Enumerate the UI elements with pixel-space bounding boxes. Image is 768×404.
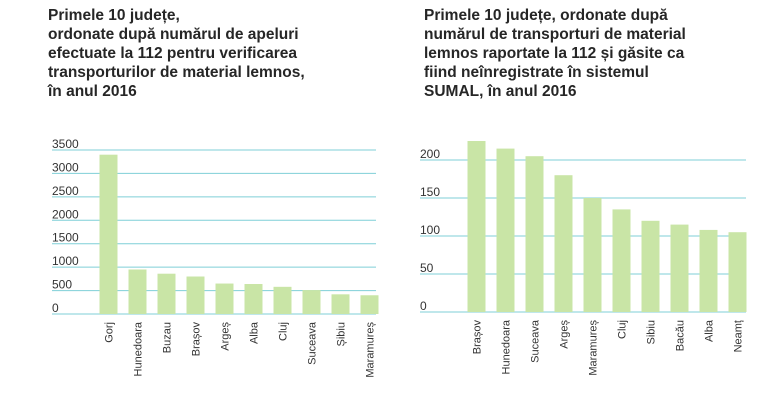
bar xyxy=(612,209,631,312)
chart-title: Primele 10 județe, ordonate după numărul… xyxy=(48,6,305,101)
category-label: Hunedoara xyxy=(133,321,145,376)
y-tick-label: 0 xyxy=(52,301,59,315)
y-tick-label: 1000 xyxy=(52,254,79,268)
category-label: Maramureș xyxy=(588,320,600,376)
chart-panel-right: Primele 10 județe, ordonate după numărul… xyxy=(384,0,768,404)
title-line: SUMAL, în anul 2016 xyxy=(424,83,577,100)
bar xyxy=(302,290,321,314)
title-line: fiind neînregistrate în sistemul xyxy=(424,64,649,81)
y-tick-label: 50 xyxy=(420,261,434,275)
category-label: Buzau xyxy=(162,322,174,353)
title-line: Primele 10 județe, xyxy=(48,7,180,24)
y-tick-label: 150 xyxy=(420,185,440,199)
category-label: Argeș xyxy=(559,320,571,349)
bar xyxy=(128,269,147,314)
category-label: Șibiu xyxy=(336,322,348,346)
bar xyxy=(641,220,660,312)
bar-chart: 0 500 1000 1500 2000 2500 3000 3500 Gorj Hunedoar… xyxy=(52,137,379,378)
title-line: lemnos raportate la 112 și găsite ca xyxy=(424,45,685,62)
y-tick-label: 2000 xyxy=(52,207,79,221)
category-label: Cluj xyxy=(278,322,290,341)
category-label: Alba xyxy=(249,321,261,344)
bar xyxy=(467,141,486,312)
category-label: Cluj xyxy=(617,320,629,339)
category-label: Suceava xyxy=(530,319,542,363)
bar xyxy=(728,232,747,312)
y-tick-label: 200 xyxy=(420,147,440,161)
title-line: transporturilor de material lemnos, xyxy=(48,64,305,81)
bar xyxy=(496,148,515,312)
category-label: Gorj xyxy=(104,322,116,343)
category-label: Argeș xyxy=(220,322,232,351)
title-line: Primele 10 județe, ordonate după xyxy=(424,7,668,24)
bar xyxy=(554,175,573,312)
title-line: efectuate la 112 pentru verificarea xyxy=(48,45,297,62)
bar xyxy=(215,283,234,314)
y-tick-label: 0 xyxy=(420,299,427,313)
chart-panel-left: Primele 10 județe, ordonate după numărul… xyxy=(48,6,379,378)
category-label: Hunedoara xyxy=(501,319,513,374)
category-label: Bacău xyxy=(675,320,687,351)
category-label: Brașov xyxy=(472,320,484,355)
bar xyxy=(699,229,718,312)
chart-title: Primele 10 județe, ordonate după numărul… xyxy=(424,6,686,101)
bar xyxy=(157,273,176,314)
category-label: Maramureș xyxy=(365,322,377,378)
category-label: Alba xyxy=(704,319,716,342)
y-tick-label: 100 xyxy=(420,223,440,237)
y-tick-label: 3000 xyxy=(52,160,79,174)
y-tick-label: 1500 xyxy=(52,231,79,245)
bar xyxy=(360,295,379,314)
title-line: numărul de transporturi de material xyxy=(424,26,686,43)
bar xyxy=(244,284,263,314)
category-label: Suceava xyxy=(307,321,319,365)
bar xyxy=(186,276,205,314)
bar xyxy=(525,156,544,312)
title-line: ordonate după numărul de apeluri xyxy=(48,26,299,43)
title-line: în anul 2016 xyxy=(48,83,137,100)
category-label: Sibiu xyxy=(646,320,658,344)
bar xyxy=(99,154,118,314)
y-tick-label: 3500 xyxy=(52,137,79,151)
bar xyxy=(670,224,689,312)
bar xyxy=(331,294,350,314)
bar xyxy=(583,198,602,312)
y-tick-label: 2500 xyxy=(52,184,79,198)
bar-chart: 0 50 100 150 200 Brașov Hunedoara Suceava Argeș M… xyxy=(420,141,747,376)
category-label: Brașov xyxy=(191,322,203,357)
bar xyxy=(273,286,292,314)
y-tick-label: 500 xyxy=(52,278,72,292)
category-label: Neamț xyxy=(733,320,745,352)
